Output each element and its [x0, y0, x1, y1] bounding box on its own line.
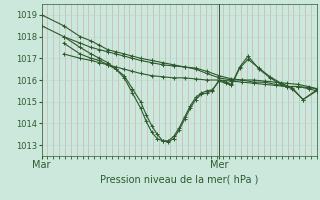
- X-axis label: Pression niveau de la mer( hPa ): Pression niveau de la mer( hPa ): [100, 174, 258, 184]
